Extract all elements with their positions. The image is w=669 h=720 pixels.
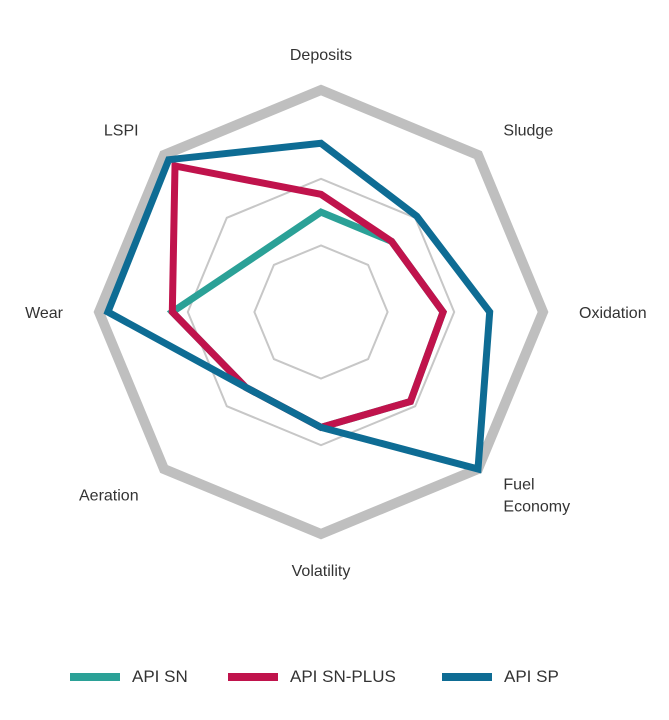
- legend-label-api-sn-plus: API SN-PLUS: [290, 667, 396, 686]
- axis-label-deposits: Deposits: [290, 47, 352, 64]
- radar-chart: Deposits Sludge Oxidation Fuel Economy Volati…: [25, 47, 647, 580]
- legend-swatch-api-sn: [70, 673, 120, 681]
- axis-label-volatility: Volatility: [292, 563, 351, 580]
- axis-label-aeration: Aeration: [79, 487, 139, 504]
- axis-label-sludge: Sludge: [503, 123, 553, 140]
- legend-swatch-api-sn-plus: [228, 673, 278, 681]
- legend-item-api-sp: API SP: [442, 662, 559, 692]
- legend-label-api-sn: API SN: [132, 667, 188, 686]
- axis-label-oxidation: Oxidation: [579, 305, 647, 322]
- legend-item-api-sn: API SN: [70, 662, 188, 692]
- grid-ring-2: [186, 177, 456, 447]
- legend-item-api-sn-plus: API SN-PLUS: [228, 662, 396, 692]
- series-line-api-sn: [166, 208, 448, 432]
- series-line-api-sp: [103, 139, 494, 474]
- axis-label-wear: Wear: [25, 305, 64, 322]
- legend: API SN API SN-PLUS API SP: [0, 662, 669, 692]
- legend-label-api-sp: API SP: [504, 667, 559, 686]
- axis-label-lspi: LSPI: [104, 123, 139, 140]
- legend-swatch-api-sp: [442, 673, 492, 681]
- grid-ring-outer: [93, 84, 549, 540]
- axis-label-fuel-economy: Fuel Economy: [503, 476, 570, 515]
- grid-ring-1: [253, 244, 389, 380]
